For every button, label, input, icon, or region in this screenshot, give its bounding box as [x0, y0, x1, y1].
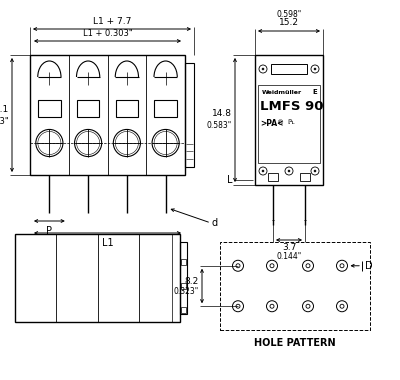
Text: D: D: [365, 261, 373, 271]
Bar: [255, 55, 323, 185]
Bar: [268, 173, 278, 181]
Text: 0.144": 0.144": [276, 252, 302, 261]
Bar: [181, 307, 186, 313]
Circle shape: [314, 170, 316, 172]
Text: 15.2: 15.2: [279, 18, 299, 27]
Circle shape: [262, 170, 264, 172]
Text: 0.598": 0.598": [276, 10, 302, 19]
Bar: [15, 234, 180, 322]
Text: 0.583": 0.583": [207, 122, 232, 130]
Text: d: d: [212, 218, 218, 228]
Bar: [258, 85, 320, 163]
Bar: [185, 63, 194, 167]
Text: L1 + 7.7: L1 + 7.7: [93, 17, 131, 26]
Bar: [180, 242, 187, 314]
Text: 14.8: 14.8: [212, 109, 232, 119]
Text: 0.323": 0.323": [174, 287, 199, 296]
Circle shape: [288, 170, 290, 172]
Text: 3.7: 3.7: [282, 243, 296, 252]
Text: LMFS 90: LMFS 90: [260, 100, 324, 114]
Text: L1: L1: [102, 238, 113, 248]
Text: ℙʟ: ℙʟ: [287, 120, 295, 125]
Text: L1 + 0.303": L1 + 0.303": [83, 29, 132, 38]
Bar: [181, 259, 186, 265]
Text: Ε: Ε: [312, 89, 317, 95]
Bar: [30, 55, 185, 175]
Bar: [77, 100, 99, 117]
Circle shape: [314, 68, 316, 70]
Text: Weidmüller: Weidmüller: [262, 90, 302, 95]
Bar: [181, 283, 186, 289]
Circle shape: [262, 68, 264, 70]
Text: L: L: [226, 175, 232, 185]
Text: ®: ®: [277, 120, 284, 126]
Text: >PA<: >PA<: [260, 119, 283, 128]
Text: HOLE PATTERN: HOLE PATTERN: [254, 338, 336, 348]
Bar: [220, 242, 370, 330]
Bar: [38, 100, 61, 117]
Bar: [116, 100, 138, 117]
Bar: [300, 173, 310, 181]
Bar: [154, 100, 177, 117]
Text: 2.1: 2.1: [0, 106, 9, 114]
Text: 8.2: 8.2: [185, 277, 199, 285]
Text: 0.083": 0.083": [0, 117, 9, 127]
Bar: [271, 64, 307, 74]
Text: P: P: [46, 226, 52, 236]
